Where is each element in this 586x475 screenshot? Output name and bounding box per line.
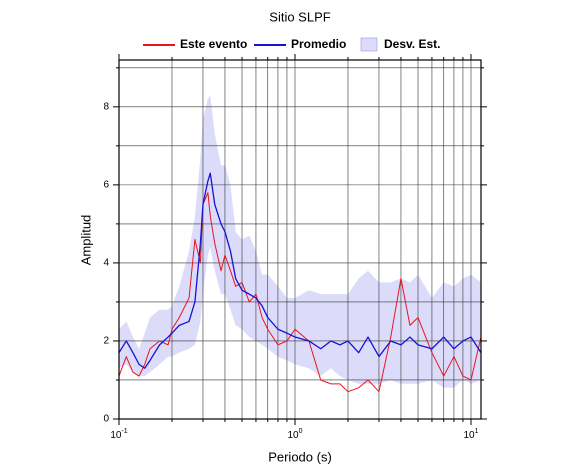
y-tick-label: 0 (103, 414, 109, 425)
x-tick-base: 10 (110, 430, 122, 441)
x-axis-label: Periodo (s) (268, 449, 332, 464)
y-tick-label: 4 (103, 258, 109, 269)
x-tick-label: 101 (463, 428, 478, 441)
legend-label: Promedio (291, 37, 346, 51)
plot-frame (118, 59, 482, 420)
legend-swatch (360, 37, 378, 52)
x-tick-exponent: 0 (299, 428, 303, 435)
y-tick-label: 8 (103, 101, 109, 112)
x-tick-exponent: 1 (475, 428, 479, 435)
x-tick-exponent: -1 (121, 428, 127, 435)
series-line (118, 172, 482, 369)
legend-label: Desv. Est. (384, 37, 440, 51)
std-band (119, 95, 481, 388)
y-tick-label: 6 (103, 180, 109, 191)
x-tick-label: 100 (287, 428, 302, 441)
y-axis-label: Amplitud (78, 215, 93, 266)
chart-title: Sitio SLPF (269, 9, 330, 24)
x-tick-base: 10 (287, 430, 299, 441)
x-tick-base: 10 (463, 430, 475, 441)
y-tick-label: 2 (103, 336, 109, 347)
x-tick-label: 10-1 (110, 428, 127, 441)
legend-label: Este evento (180, 37, 247, 51)
